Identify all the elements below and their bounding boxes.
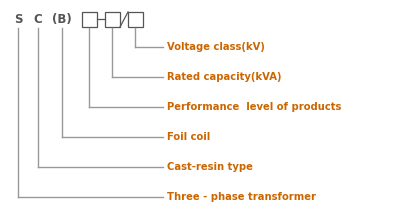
Text: Performance  level of products: Performance level of products (167, 102, 342, 112)
Bar (105, 12, 120, 27)
Text: C: C (34, 14, 42, 27)
Text: (B): (B) (52, 14, 72, 27)
Text: S: S (14, 14, 22, 27)
Text: Cast-resin type: Cast-resin type (167, 162, 253, 172)
Text: Rated capacity(kVA): Rated capacity(kVA) (167, 72, 281, 82)
Bar (82, 12, 97, 27)
Bar (128, 12, 143, 27)
Text: Voltage class(kV): Voltage class(kV) (167, 42, 265, 52)
Text: Three - phase transformer: Three - phase transformer (167, 192, 316, 202)
Text: Foil coil: Foil coil (167, 132, 210, 142)
